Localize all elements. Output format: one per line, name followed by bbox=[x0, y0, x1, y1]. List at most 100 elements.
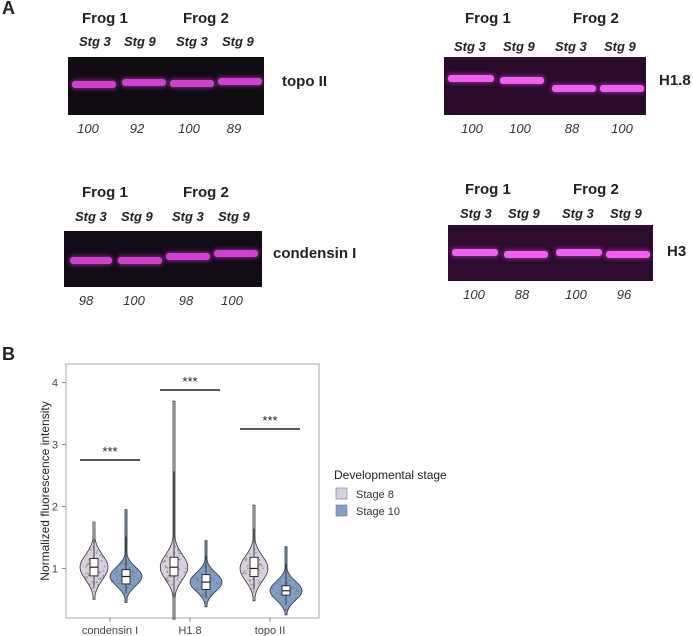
data-point bbox=[130, 584, 133, 587]
western-blot-image bbox=[448, 225, 653, 281]
data-point bbox=[214, 574, 217, 577]
data-point bbox=[166, 576, 169, 579]
data-point bbox=[166, 566, 169, 569]
data-point bbox=[205, 600, 207, 603]
data-point bbox=[198, 571, 201, 573]
data-point bbox=[131, 570, 134, 572]
data-point bbox=[102, 569, 105, 572]
protein-label: topo II bbox=[282, 73, 327, 90]
data-point bbox=[166, 570, 169, 573]
data-point bbox=[245, 572, 247, 575]
data-point bbox=[89, 583, 91, 586]
data-point bbox=[164, 565, 167, 567]
data-point bbox=[287, 605, 290, 608]
significance-label: *** bbox=[182, 374, 197, 389]
data-point bbox=[202, 564, 204, 567]
quant-value: 89 bbox=[226, 121, 242, 136]
data-point bbox=[241, 572, 244, 575]
data-point bbox=[166, 556, 168, 558]
data-point bbox=[211, 570, 214, 573]
data-point bbox=[204, 592, 206, 594]
data-point bbox=[86, 564, 89, 566]
data-point bbox=[96, 581, 99, 583]
data-point bbox=[207, 563, 209, 565]
panel-letter-b: B bbox=[2, 344, 15, 364]
data-point bbox=[130, 587, 133, 590]
quant-value: 100 bbox=[123, 293, 145, 308]
significance-label: *** bbox=[102, 444, 117, 459]
y-axis-label: Normalized fluorescence intensity bbox=[38, 401, 52, 580]
data-point bbox=[251, 583, 254, 586]
data-point bbox=[209, 570, 212, 573]
data-point bbox=[255, 551, 257, 554]
data-point bbox=[103, 565, 106, 568]
legend-title: Developmental stage bbox=[334, 468, 447, 482]
data-point bbox=[114, 572, 116, 574]
data-point bbox=[211, 592, 214, 594]
western-blot-image bbox=[68, 57, 264, 115]
stage-label: Stg 3 bbox=[460, 206, 492, 221]
data-point bbox=[137, 578, 140, 580]
data-point bbox=[93, 590, 96, 593]
data-point bbox=[207, 597, 210, 600]
data-point bbox=[86, 577, 88, 580]
data-point bbox=[135, 569, 138, 571]
data-point bbox=[252, 595, 255, 598]
quant-value: 88 bbox=[514, 287, 530, 302]
protein-label: H3 bbox=[667, 243, 687, 260]
data-point bbox=[102, 575, 105, 578]
frog-label: Frog 2 bbox=[573, 181, 619, 198]
data-point bbox=[133, 575, 136, 578]
stage-label: Stg 9 bbox=[610, 206, 642, 221]
data-point bbox=[125, 597, 128, 600]
western-blot-image bbox=[444, 57, 646, 115]
quant-value: 100 bbox=[461, 121, 483, 136]
data-point bbox=[167, 574, 170, 577]
data-point bbox=[252, 578, 255, 581]
data-point bbox=[279, 601, 282, 604]
data-point bbox=[92, 596, 95, 599]
data-point bbox=[100, 559, 103, 562]
data-point bbox=[87, 562, 90, 565]
data-point bbox=[180, 578, 183, 581]
data-point bbox=[245, 558, 248, 561]
data-point bbox=[84, 576, 86, 579]
data-point bbox=[276, 582, 278, 585]
data-point bbox=[124, 563, 126, 566]
quant-value: 100 bbox=[463, 287, 485, 302]
data-point bbox=[246, 567, 249, 570]
data-point bbox=[165, 578, 168, 580]
data-point bbox=[296, 588, 299, 591]
data-point bbox=[291, 587, 293, 589]
data-point bbox=[297, 590, 300, 592]
data-point bbox=[262, 567, 265, 570]
data-point bbox=[91, 587, 94, 590]
data-point bbox=[99, 554, 102, 556]
data-point bbox=[271, 587, 274, 590]
data-point bbox=[194, 588, 197, 591]
data-point bbox=[275, 592, 278, 595]
data-point bbox=[287, 575, 290, 578]
data-point bbox=[251, 587, 253, 590]
data-point bbox=[282, 606, 285, 608]
data-point bbox=[249, 552, 251, 555]
quant-value: 96 bbox=[616, 287, 632, 302]
data-point bbox=[206, 561, 208, 564]
data-point bbox=[132, 578, 135, 581]
data-point bbox=[279, 584, 281, 586]
data-point bbox=[282, 596, 284, 599]
data-point bbox=[178, 552, 180, 555]
legend-swatch bbox=[335, 504, 348, 517]
data-point bbox=[178, 581, 181, 584]
data-point bbox=[171, 583, 174, 586]
stage-label: Stg 9 bbox=[121, 209, 153, 224]
data-point bbox=[178, 568, 181, 571]
stage-label: Stg 9 bbox=[503, 39, 535, 54]
stage-label: Stg 9 bbox=[222, 34, 254, 49]
stage-label: Stg 9 bbox=[218, 209, 250, 224]
data-point bbox=[293, 593, 296, 596]
data-point bbox=[121, 588, 123, 591]
data-point bbox=[209, 568, 212, 571]
data-point bbox=[167, 580, 170, 582]
stage-label: Stg 9 bbox=[604, 39, 636, 54]
